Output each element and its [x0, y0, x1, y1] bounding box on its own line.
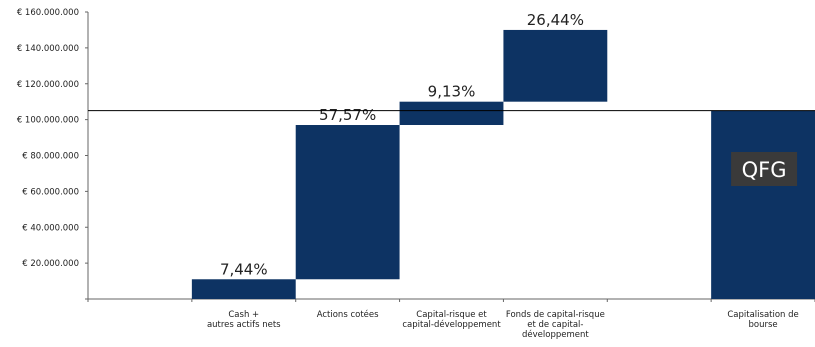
- y-tick-label: € 60.000.000: [22, 187, 79, 197]
- data-label: 9,13%: [428, 83, 476, 101]
- x-tick-label-line: Actions cotées: [317, 309, 379, 320]
- waterfall-bar: [503, 29, 608, 102]
- waterfall-bar: [399, 101, 504, 126]
- x-tick-label-line: Cash +: [228, 310, 259, 320]
- y-tick-label: € 160.000.000: [17, 8, 79, 18]
- waterfall-bar: [295, 125, 400, 280]
- x-tick-label-line: bourse: [749, 320, 778, 330]
- x-tick-label-line: développement: [522, 329, 589, 340]
- y-tick-label: € 120.000.000: [17, 80, 79, 90]
- x-tick-label-line: Capitalisation de: [727, 310, 798, 320]
- x-tick-label-line: Fonds de capital-risque: [506, 310, 605, 320]
- x-tick-label-line: Capital-risque et: [416, 310, 487, 320]
- x-tick-label: Capitalisation de bourse: [727, 310, 798, 330]
- y-tick-label: € 140.000.000: [17, 44, 79, 54]
- data-label: 7,44%: [220, 260, 268, 278]
- qfg-badge-text: QFG: [742, 158, 787, 182]
- y-tick-label: € 80.000.000: [22, 152, 79, 162]
- x-tick-label-line: et de capital-: [527, 320, 583, 330]
- y-tick-label: € 20.000.000: [22, 259, 79, 269]
- qfg-badge: [731, 152, 798, 186]
- y-tick-label: € 40.000.000: [22, 223, 79, 233]
- y-tick-label: € 100.000.000: [17, 116, 79, 126]
- waterfall-bar: [191, 279, 296, 299]
- x-tick-label: Actions cotées: [317, 309, 379, 320]
- data-label: 57,57%: [319, 106, 376, 124]
- x-tick-label-line: capital-développement: [402, 319, 501, 330]
- data-label: 26,44%: [527, 11, 584, 29]
- x-tick-label: Fonds de capital-risque et de capital-dév…: [506, 310, 605, 340]
- x-tick-label: Capital-risque et capital-développement: [402, 310, 501, 330]
- x-tick-label-line: autres actifs nets: [207, 320, 281, 330]
- x-tick-label: Cash + autres actifs nets: [207, 310, 281, 330]
- waterfall-bar: [711, 110, 815, 299]
